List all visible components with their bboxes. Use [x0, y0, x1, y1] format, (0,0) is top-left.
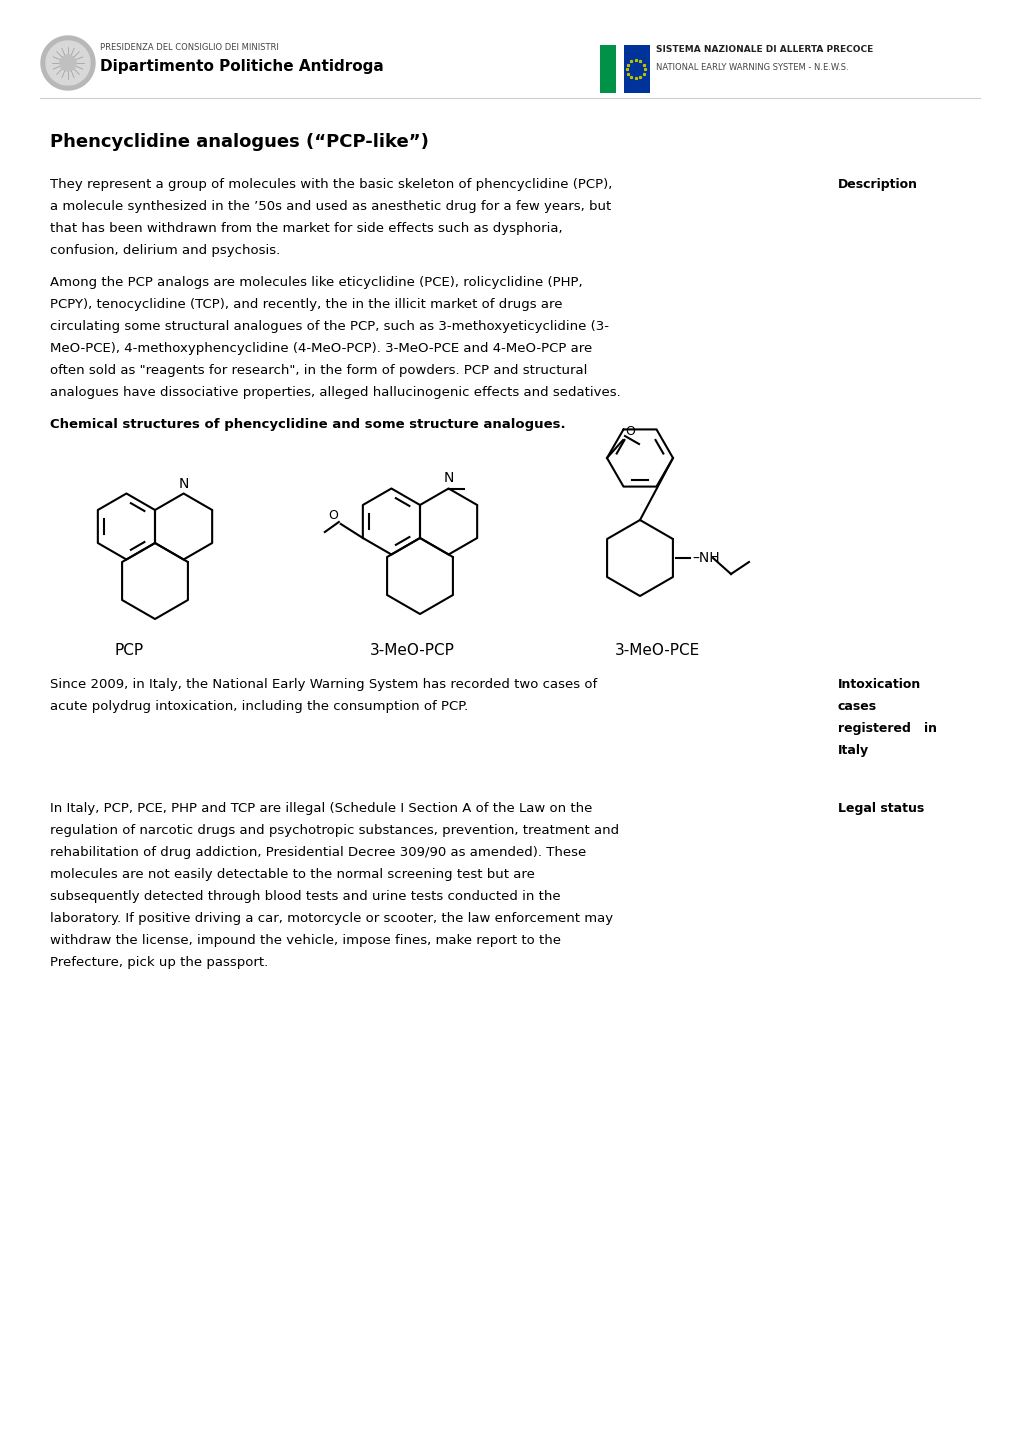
Text: NATIONAL EARLY WARNING SYSTEM - N.E.W.S.: NATIONAL EARLY WARNING SYSTEM - N.E.W.S. — [655, 63, 848, 72]
Text: acute polydrug intoxication, including the consumption of PCP.: acute polydrug intoxication, including t… — [50, 699, 468, 712]
Text: Phencyclidine analogues (“PCP-like”): Phencyclidine analogues (“PCP-like”) — [50, 133, 428, 151]
Text: molecules are not easily detectable to the normal screening test but are: molecules are not easily detectable to t… — [50, 868, 534, 881]
Bar — [599, 45, 615, 92]
Text: withdraw the license, impound the vehicle, impose fines, make report to the: withdraw the license, impound the vehicl… — [50, 934, 560, 947]
Text: N: N — [443, 472, 453, 486]
Text: Since 2009, in Italy, the National Early Warning System has recorded two cases o: Since 2009, in Italy, the National Early… — [50, 678, 597, 691]
Bar — [624, 45, 649, 92]
Text: subsequently detected through blood tests and urine tests conducted in the: subsequently detected through blood test… — [50, 890, 560, 903]
Bar — [615, 45, 632, 92]
Bar — [632, 45, 649, 92]
Text: O: O — [328, 509, 337, 522]
Text: They represent a group of molecules with the basic skeleton of phencyclidine (PC: They represent a group of molecules with… — [50, 177, 611, 190]
Text: Chemical structures of phencyclidine and some structure analogues.: Chemical structures of phencyclidine and… — [50, 418, 566, 431]
Text: that has been withdrawn from the market for side effects such as dysphoria,: that has been withdrawn from the market … — [50, 222, 562, 235]
Text: Dipartimento Politiche Antidroga: Dipartimento Politiche Antidroga — [100, 59, 383, 75]
Text: Italy: Italy — [838, 744, 868, 757]
Text: SISTEMA NAZIONALE DI ALLERTA PRECOCE: SISTEMA NAZIONALE DI ALLERTA PRECOCE — [655, 46, 872, 55]
Text: In Italy, PCP, PCE, PHP and TCP are illegal (Schedule I Section A of the Law on : In Italy, PCP, PCE, PHP and TCP are ille… — [50, 802, 592, 815]
Text: laboratory. If positive driving a car, motorcycle or scooter, the law enforcemen: laboratory. If positive driving a car, m… — [50, 911, 612, 924]
Text: Among the PCP analogs are molecules like eticyclidine (PCE), rolicyclidine (PHP,: Among the PCP analogs are molecules like… — [50, 275, 582, 288]
Text: N: N — [178, 476, 189, 490]
Text: circulating some structural analogues of the PCP, such as 3-methoxyeticyclidine : circulating some structural analogues of… — [50, 320, 608, 333]
Text: registered   in: registered in — [838, 722, 936, 735]
Text: Legal status: Legal status — [838, 802, 923, 815]
Text: –NH: –NH — [691, 551, 719, 565]
Text: Prefecture, pick up the passport.: Prefecture, pick up the passport. — [50, 956, 268, 969]
Text: PCPY), tenocyclidine (TCP), and recently, the in the illicit market of drugs are: PCPY), tenocyclidine (TCP), and recently… — [50, 298, 561, 311]
Text: 3-MeO-PCP: 3-MeO-PCP — [370, 643, 454, 658]
Text: 3-MeO-PCE: 3-MeO-PCE — [614, 643, 700, 658]
Text: MeO-PCE), 4-methoxyphencyclidine (4-MeO-PCP). 3-MeO-PCE and 4-MeO-PCP are: MeO-PCE), 4-methoxyphencyclidine (4-MeO-… — [50, 342, 592, 355]
Text: O: O — [625, 425, 634, 438]
Text: often sold as "reagents for research", in the form of powders. PCP and structura: often sold as "reagents for research", i… — [50, 363, 587, 376]
Text: cases: cases — [838, 699, 876, 712]
Text: Intoxication: Intoxication — [838, 678, 920, 691]
Text: regulation of narcotic drugs and psychotropic substances, prevention, treatment : regulation of narcotic drugs and psychot… — [50, 823, 619, 836]
Polygon shape — [41, 36, 95, 89]
Text: analogues have dissociative properties, alleged hallucinogenic effects and sedat: analogues have dissociative properties, … — [50, 386, 621, 399]
Text: confusion, delirium and psychosis.: confusion, delirium and psychosis. — [50, 244, 280, 257]
Text: PCP: PCP — [115, 643, 144, 658]
Text: PRESIDENZA DEL CONSIGLIO DEI MINISTRI: PRESIDENZA DEL CONSIGLIO DEI MINISTRI — [100, 43, 278, 52]
Text: rehabilitation of drug addiction, Presidential Decree 309/90 as amended). These: rehabilitation of drug addiction, Presid… — [50, 846, 586, 859]
Polygon shape — [46, 40, 90, 85]
Polygon shape — [60, 55, 76, 71]
Text: Description: Description — [838, 177, 917, 190]
Text: a molecule synthesized in the ’50s and used as anesthetic drug for a few years, : a molecule synthesized in the ’50s and u… — [50, 200, 610, 213]
